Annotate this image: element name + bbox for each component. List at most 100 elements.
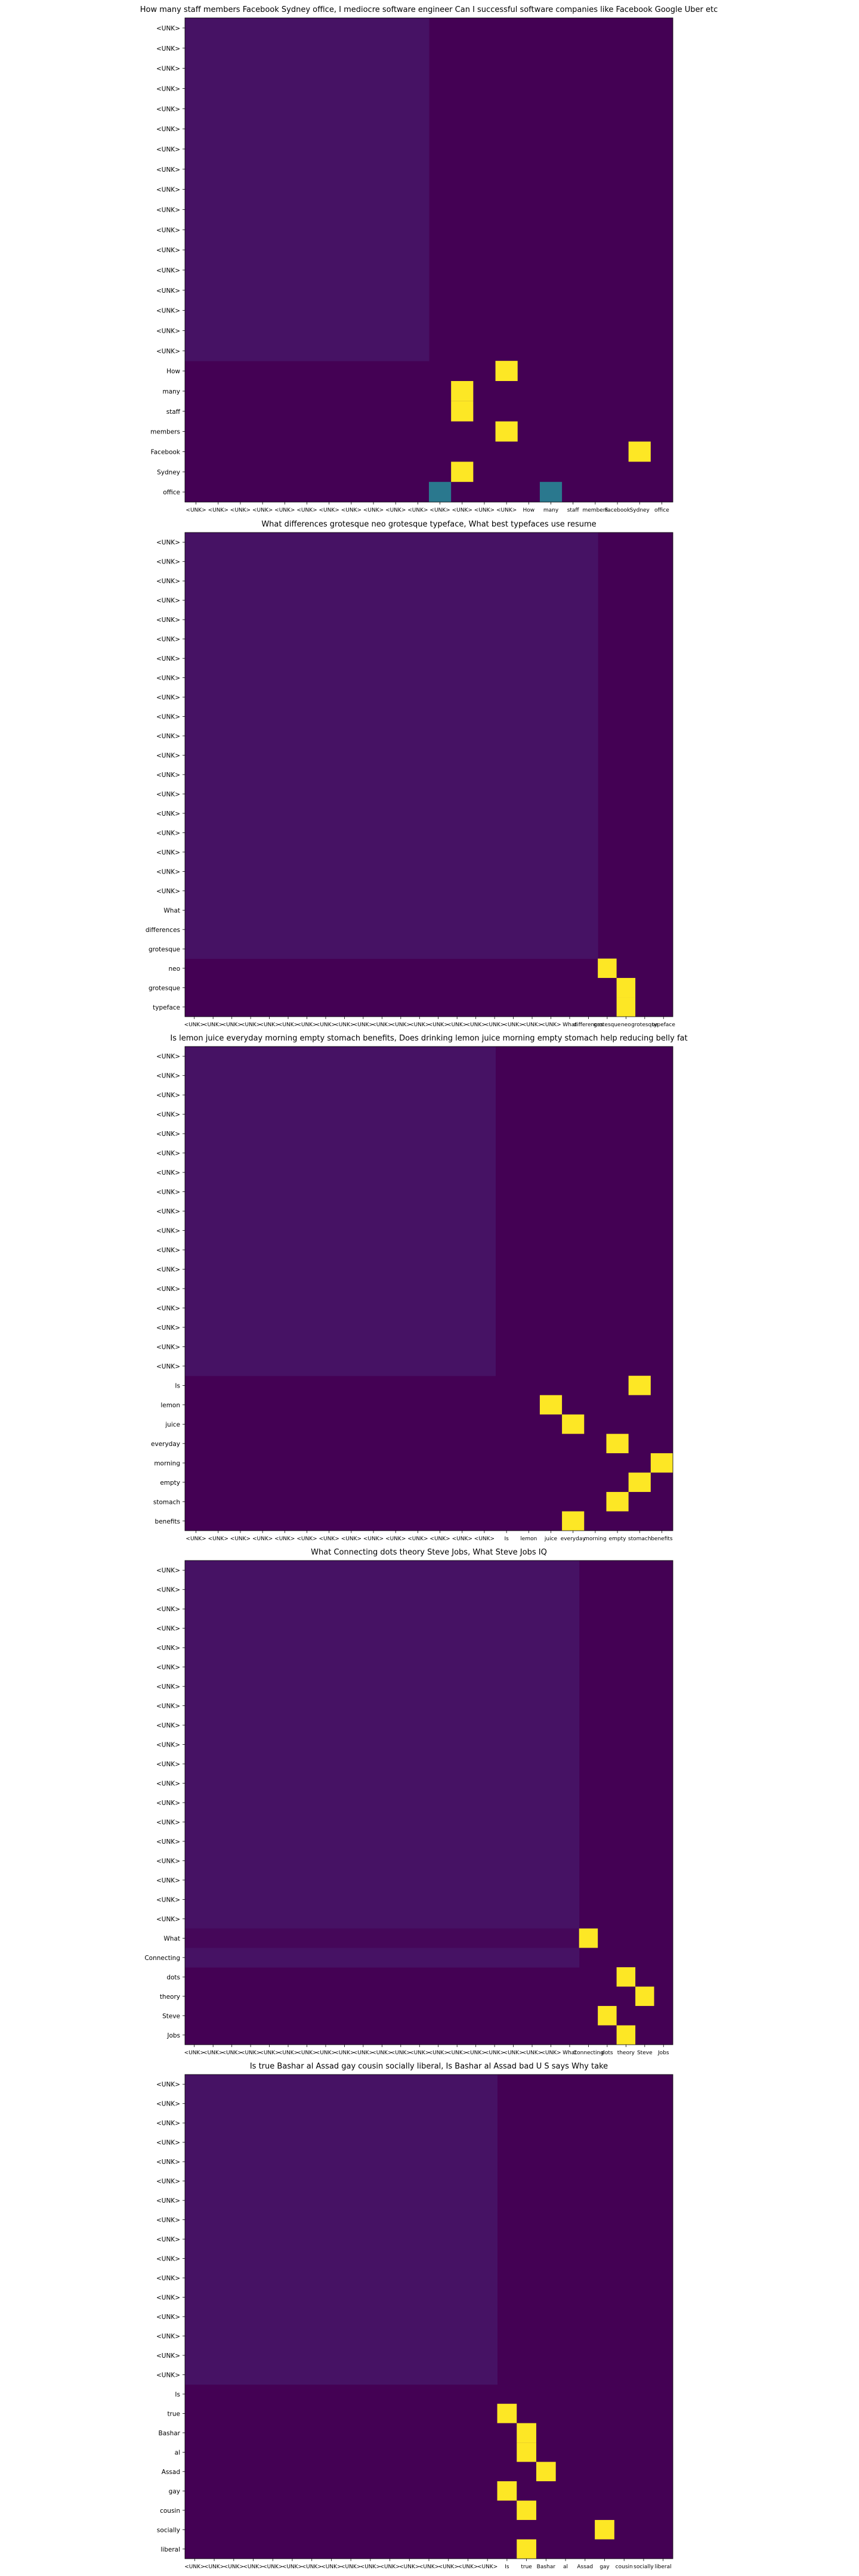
heatmap-pad-row (185, 1851, 580, 1871)
x-tick-label: grotesque (631, 1022, 659, 1028)
y-tick-label: neo (168, 965, 180, 973)
heatmap-pad-row (185, 668, 598, 688)
x-tick-label: stomach (628, 1536, 651, 1542)
y-tick-label: <UNK> (156, 45, 180, 52)
y-tick-label: <UNK> (156, 888, 180, 895)
x-tick-label: <UNK> (372, 2050, 392, 2056)
y-tick-label: <UNK> (156, 753, 180, 760)
x-tick-label: <UNK> (452, 1536, 472, 1542)
heatmap-pad-row (185, 340, 430, 361)
y-tick-label: <UNK> (156, 247, 180, 254)
y-tick-label: stomach (153, 1498, 180, 1506)
heatmap-pad-row (185, 199, 430, 220)
y-tick-label: theory (160, 1993, 180, 2001)
x-tick-label: morning (584, 1536, 606, 1542)
y-tick-label: <UNK> (156, 2352, 180, 2360)
x-tick-label: <UNK> (319, 1536, 339, 1542)
x-tick-label: Steve (637, 2050, 653, 2056)
x-tick-label: <UNK> (184, 1022, 205, 1028)
x-tick-label: neo (621, 1022, 631, 1028)
x-tick-label: <UNK> (452, 507, 472, 513)
heatmap-pad-row (185, 1259, 496, 1280)
x-tick-label: <UNK> (259, 1022, 279, 1028)
heatmap-cell (635, 1986, 654, 2007)
y-tick-label: <UNK> (156, 1111, 180, 1119)
y-tick-label: What (163, 907, 180, 914)
heatmap-pad-row (185, 1580, 580, 1600)
x-tick-label: <UNK> (465, 1022, 486, 1028)
heatmap-pad-row (185, 2268, 498, 2288)
y-tick-label: <UNK> (156, 675, 180, 682)
x-tick-label: <UNK> (282, 2564, 302, 2570)
x-tick-label: <UNK> (186, 507, 206, 513)
heatmap-pad-row (185, 881, 598, 901)
heatmap-cell (517, 2442, 536, 2462)
heatmap-pad-row (185, 179, 430, 200)
heatmap-pad-row (185, 1337, 496, 1357)
heatmap-panel-4: What Connecting dots theory Steve Jobs, … (144, 1548, 673, 2056)
heatmap-pad-row (185, 2113, 498, 2133)
y-tick-label: <UNK> (156, 1587, 180, 1594)
x-tick-label: <UNK> (522, 2050, 542, 2056)
heatmap-pad-row (185, 260, 430, 281)
x-tick-label: Is (504, 1536, 509, 1542)
heatmap-pad-row (185, 1123, 496, 1144)
heatmap-pad-row (185, 571, 598, 591)
x-tick-label: <UNK> (353, 1022, 373, 1028)
heatmap-cell (616, 978, 636, 998)
heatmap-cell (628, 1376, 651, 1395)
heatmap-pad-row (185, 1657, 580, 1677)
y-tick-label: <UNK> (156, 85, 180, 92)
heatmap-cell (616, 2025, 636, 2045)
heatmap-cell (562, 1414, 585, 1434)
y-tick-label: <UNK> (156, 1664, 180, 1671)
y-tick-label: Bashar (158, 2430, 180, 2437)
y-tick-label: <UNK> (156, 2159, 180, 2166)
x-tick-label: <UNK> (204, 2564, 224, 2570)
y-tick-label: <UNK> (156, 578, 180, 585)
heatmap-pad-row (185, 1182, 496, 1202)
heatmap-pad-row (185, 1773, 580, 1794)
x-tick-label: <UNK> (243, 2564, 263, 2570)
y-tick-label: <UNK> (156, 2314, 180, 2321)
x-tick-label: <UNK> (484, 2050, 505, 2056)
y-tick-label: <UNK> (156, 2178, 180, 2185)
y-tick-label: <UNK> (156, 1761, 180, 1768)
x-tick-label: <UNK> (428, 2050, 449, 2056)
x-tick-label: <UNK> (296, 1022, 317, 1028)
heatmap-pad-row (185, 2345, 498, 2366)
x-tick-label: <UNK> (399, 2564, 419, 2570)
x-tick-label: <UNK> (252, 507, 273, 513)
y-tick-label: grotesque (149, 984, 180, 992)
y-tick-label: gay (169, 2488, 180, 2495)
x-tick-label: <UNK> (430, 1536, 450, 1542)
y-tick-label: <UNK> (156, 636, 180, 643)
heatmap-pad-row (185, 609, 598, 630)
y-tick-label: Steve (162, 2012, 180, 2020)
heatmap-cell (598, 958, 617, 979)
heatmap-pad-row (185, 78, 430, 99)
heatmap-pad-row (185, 1890, 580, 1910)
heatmap-pad-row (185, 1143, 496, 1163)
heatmap-pad-row (185, 240, 430, 261)
heatmap-cell (517, 2539, 536, 2559)
x-tick-label: everyday (561, 1536, 586, 1542)
heatmap-pad-row (185, 1735, 580, 1755)
x-tick-label: office (654, 507, 669, 513)
chart-title: What Connecting dots theory Steve Jobs, … (311, 1548, 547, 1557)
heatmap-pad-row (185, 2365, 498, 2385)
x-tick-label: <UNK> (341, 2564, 361, 2570)
x-tick-label: <UNK> (296, 1536, 317, 1542)
y-tick-label: <UNK> (156, 2140, 180, 2147)
y-tick-label: <UNK> (156, 227, 180, 234)
x-tick-label: <UNK> (259, 2050, 279, 2056)
y-tick-label: <UNK> (156, 2371, 180, 2379)
heatmap-pad-row (185, 1831, 580, 1852)
heatmap-cell (517, 2500, 536, 2521)
heatmap-cell (517, 2423, 536, 2443)
heatmap-panel-2: What differences grotesque neo grotesque… (146, 520, 676, 1028)
y-tick-label: <UNK> (156, 733, 180, 740)
y-tick-label: Is (175, 1382, 180, 1389)
x-tick-label: Facebook (605, 507, 631, 513)
y-tick-label: <UNK> (156, 791, 180, 798)
